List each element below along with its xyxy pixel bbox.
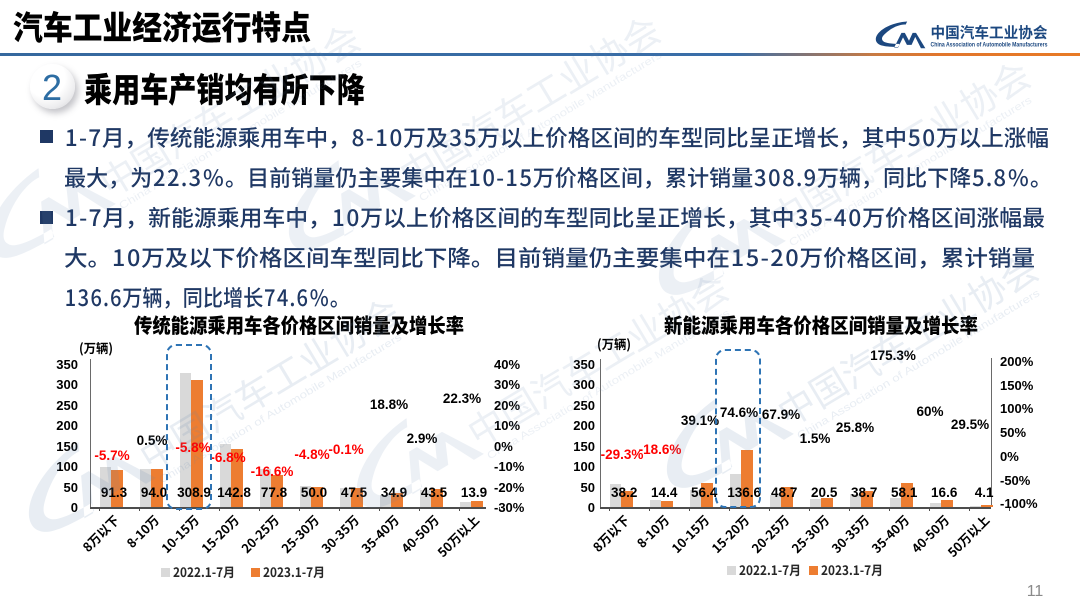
- svg-text:China Association of Automobil: China Association of Automobile Manufact…: [417, 49, 664, 204]
- svg-text:China Association of Automobil: China Association of Automobile Manufact…: [787, 94, 1034, 249]
- svg-text:China Association of Automobil: China Association of Automobile Manufact…: [931, 41, 1048, 48]
- svg-text:China Association of Automobil: China Association of Automobile Manufact…: [117, 57, 364, 212]
